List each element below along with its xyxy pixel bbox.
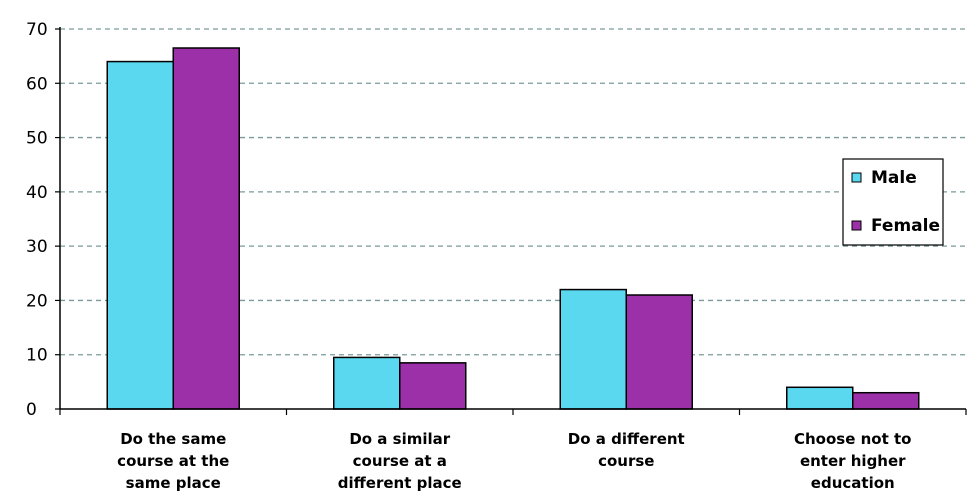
y-axis-ticks: 0 10 20 30 40 50 60 70 bbox=[26, 20, 60, 420]
category-label: Do a different bbox=[568, 430, 685, 448]
category-label: Do the same bbox=[120, 430, 226, 448]
y-tick-label: 60 bbox=[26, 74, 48, 94]
y-tick-label: 50 bbox=[26, 129, 48, 149]
legend: Male Female bbox=[842, 158, 944, 246]
category-label: enter higher bbox=[800, 452, 906, 470]
y-tick-label: 20 bbox=[26, 291, 48, 311]
category-label: course at a bbox=[353, 452, 447, 470]
legend-swatch-female bbox=[851, 220, 862, 231]
y-tick-label: 70 bbox=[26, 20, 48, 40]
x-axis-ticks bbox=[59, 409, 967, 415]
y-tick-label: 10 bbox=[26, 346, 48, 366]
y-tick-label: 40 bbox=[26, 183, 48, 203]
category-label: Do a similar bbox=[349, 430, 450, 448]
bar-male bbox=[786, 386, 854, 410]
bar-female bbox=[172, 47, 240, 410]
bar-male bbox=[106, 60, 174, 410]
legend-label-male: Male bbox=[871, 168, 917, 188]
category-label: course at the bbox=[117, 452, 229, 470]
bar-female bbox=[399, 362, 467, 410]
bar-male bbox=[333, 356, 401, 410]
category-label: Choose not to bbox=[794, 430, 911, 448]
y-tick-label: 0 bbox=[26, 400, 37, 420]
legend-label-female: Female bbox=[871, 216, 940, 236]
bar-male bbox=[559, 288, 627, 410]
category-label: same place bbox=[126, 474, 221, 492]
category-label: course bbox=[598, 452, 654, 470]
category-label: different place bbox=[338, 474, 462, 492]
grid-lines bbox=[60, 28, 966, 356]
y-tick-label: 30 bbox=[26, 237, 48, 257]
bar-female bbox=[852, 391, 920, 410]
legend-swatch-male bbox=[851, 172, 862, 183]
bar-female bbox=[625, 294, 693, 410]
category-label: education bbox=[811, 474, 895, 492]
category-labels: Do the same course at the same place Do a s… bbox=[117, 430, 911, 492]
bars bbox=[106, 47, 920, 410]
